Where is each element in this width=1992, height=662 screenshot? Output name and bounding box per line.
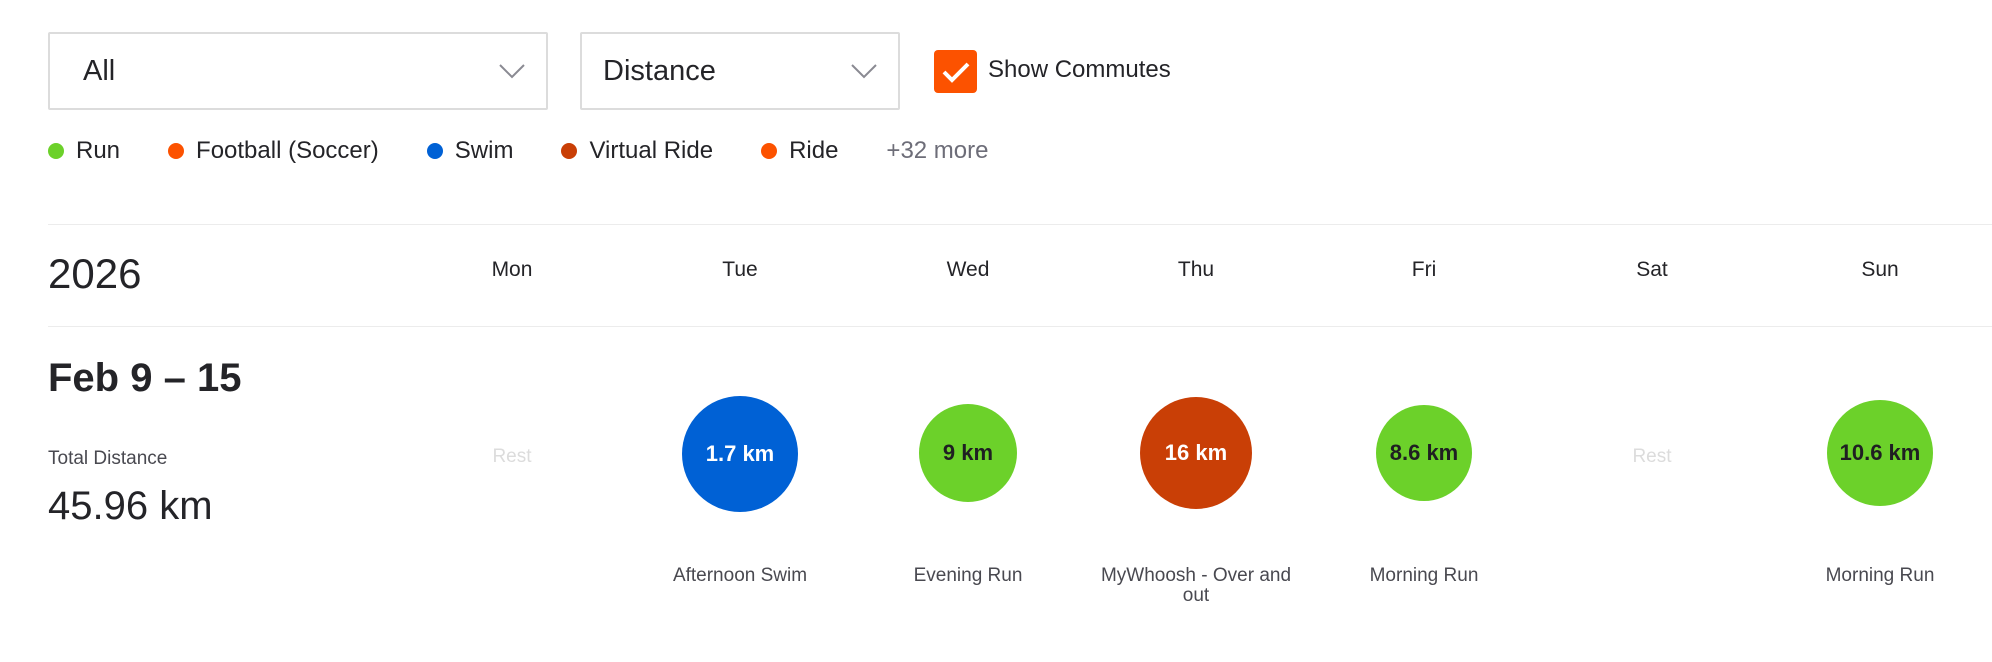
chevron-down-icon [499, 64, 525, 79]
calendar-year: 2026 [48, 250, 142, 297]
show-commutes-checkbox[interactable] [934, 50, 977, 93]
sport-type-select-value: All [83, 54, 116, 87]
week-range: Feb 9 – 15 [48, 356, 242, 400]
legend-item-swim: Swim [426, 137, 514, 165]
legend-more-link[interactable]: +32 more [886, 137, 989, 164]
rest-day-mon: Rest [492, 446, 532, 467]
divider [48, 326, 1992, 327]
total-distance-value: 45.96 km [48, 484, 213, 528]
legend-item-football: Football (Soccer) [168, 137, 379, 165]
sport-legend: Run Football (Soccer) Swim Virtual Ride … [48, 137, 988, 165]
checkmark-icon [942, 62, 969, 83]
legend-label: Ride [789, 137, 839, 164]
day-header-sat: Sat [1636, 258, 1668, 281]
metric-select[interactable]: Distance [580, 32, 900, 110]
day-header-thu: Thu [1177, 258, 1215, 281]
day-header-wed: Wed [946, 258, 990, 281]
legend-item-ride: Ride [761, 137, 838, 165]
legend-label: Virtual Ride [589, 137, 714, 164]
total-distance-label: Total Distance [48, 448, 168, 469]
rest-day-sat: Rest [1632, 446, 1672, 467]
activity-name-fri[interactable]: Morning Run [1369, 565, 1479, 586]
activity-bubble-thu[interactable]: 16 km [1140, 397, 1252, 509]
legend-label: Swim [454, 137, 514, 164]
legend-item-virtual-ride: Virtual Ride [561, 137, 713, 165]
show-commutes-label[interactable]: Show Commutes [988, 56, 1171, 83]
activity-name-thu[interactable]: MyWhoosh - Over and out [1100, 565, 1292, 606]
activity-name-wed[interactable]: Evening Run [913, 565, 1023, 586]
activity-bubble-fri[interactable]: 8.6 km [1376, 405, 1472, 501]
chevron-down-icon [851, 64, 877, 79]
activity-bubble-tue[interactable]: 1.7 km [682, 396, 798, 512]
metric-select-value: Distance [603, 54, 716, 87]
day-header-sun: Sun [1861, 258, 1899, 281]
activity-name-tue[interactable]: Afternoon Swim [672, 565, 808, 586]
activity-bubble-wed[interactable]: 9 km [919, 404, 1017, 502]
legend-dot [561, 143, 578, 159]
legend-dot [168, 143, 185, 159]
legend-dot [761, 143, 778, 159]
legend-label: Football (Soccer) [196, 137, 379, 164]
legend-dot [48, 143, 64, 159]
day-header-mon: Mon [491, 258, 533, 281]
sport-type-select[interactable]: All [48, 32, 548, 110]
legend-label: Run [76, 137, 121, 164]
activity-bubble-sun[interactable]: 10.6 km [1827, 400, 1933, 506]
legend-item-run: Run [48, 137, 120, 165]
divider [48, 224, 1992, 225]
legend-dot [426, 143, 443, 159]
activity-name-sun[interactable]: Morning Run [1825, 565, 1935, 586]
day-header-tue: Tue [722, 258, 758, 281]
day-header-fri: Fri [1411, 258, 1437, 281]
